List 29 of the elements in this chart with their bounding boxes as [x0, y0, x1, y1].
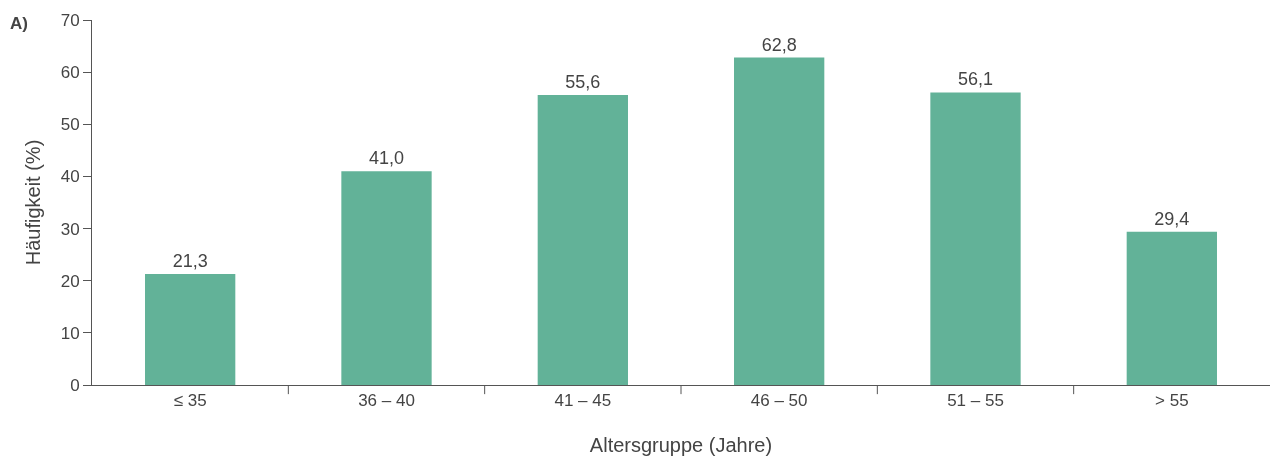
- data-label: 21,3: [172, 250, 208, 271]
- y-tick-label: 30: [60, 219, 80, 239]
- x-tick-label: 46 – 50: [750, 391, 808, 411]
- x-tick-label: 41 – 45: [554, 391, 612, 411]
- data-label: 56,1: [957, 69, 994, 90]
- data-label: 41,0: [368, 148, 405, 169]
- bar: [930, 92, 1021, 385]
- x-tick-label: 36 – 40: [358, 391, 415, 411]
- y-tick-label: 0: [70, 375, 80, 395]
- bar: [1126, 231, 1217, 385]
- y-tick-label: 40: [60, 167, 80, 187]
- data-label: 55,6: [565, 72, 601, 93]
- y-tick-label: 50: [60, 115, 80, 135]
- y-tick-label: 70: [60, 10, 80, 30]
- data-label: 29,4: [1154, 208, 1190, 229]
- x-tick-label: > 55: [1155, 391, 1189, 411]
- y-axis-title: Häufigkeit (%): [22, 139, 45, 266]
- bar: [341, 171, 432, 385]
- x-tick-label: 51 – 55: [947, 391, 1004, 411]
- y-tick-label: 10: [60, 323, 80, 343]
- bar: [145, 273, 236, 385]
- x-axis-title: Altersgruppe (Jahre): [589, 433, 773, 456]
- y-tick-label: 20: [60, 271, 80, 291]
- text: A): [10, 14, 28, 33]
- bar: [537, 95, 628, 385]
- x-tick-label: ≤ 35: [173, 391, 207, 411]
- data-label: 62,8: [761, 34, 797, 55]
- y-tick-label: 60: [60, 63, 80, 83]
- bar: [734, 57, 825, 385]
